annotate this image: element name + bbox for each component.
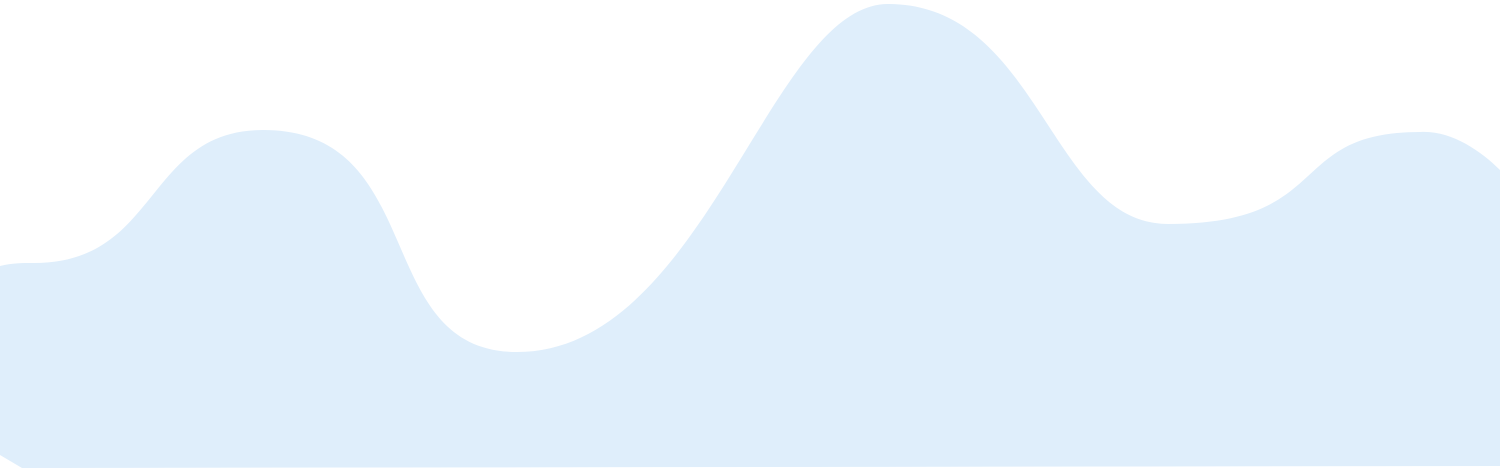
wave-fill bbox=[0, 4, 1500, 468]
